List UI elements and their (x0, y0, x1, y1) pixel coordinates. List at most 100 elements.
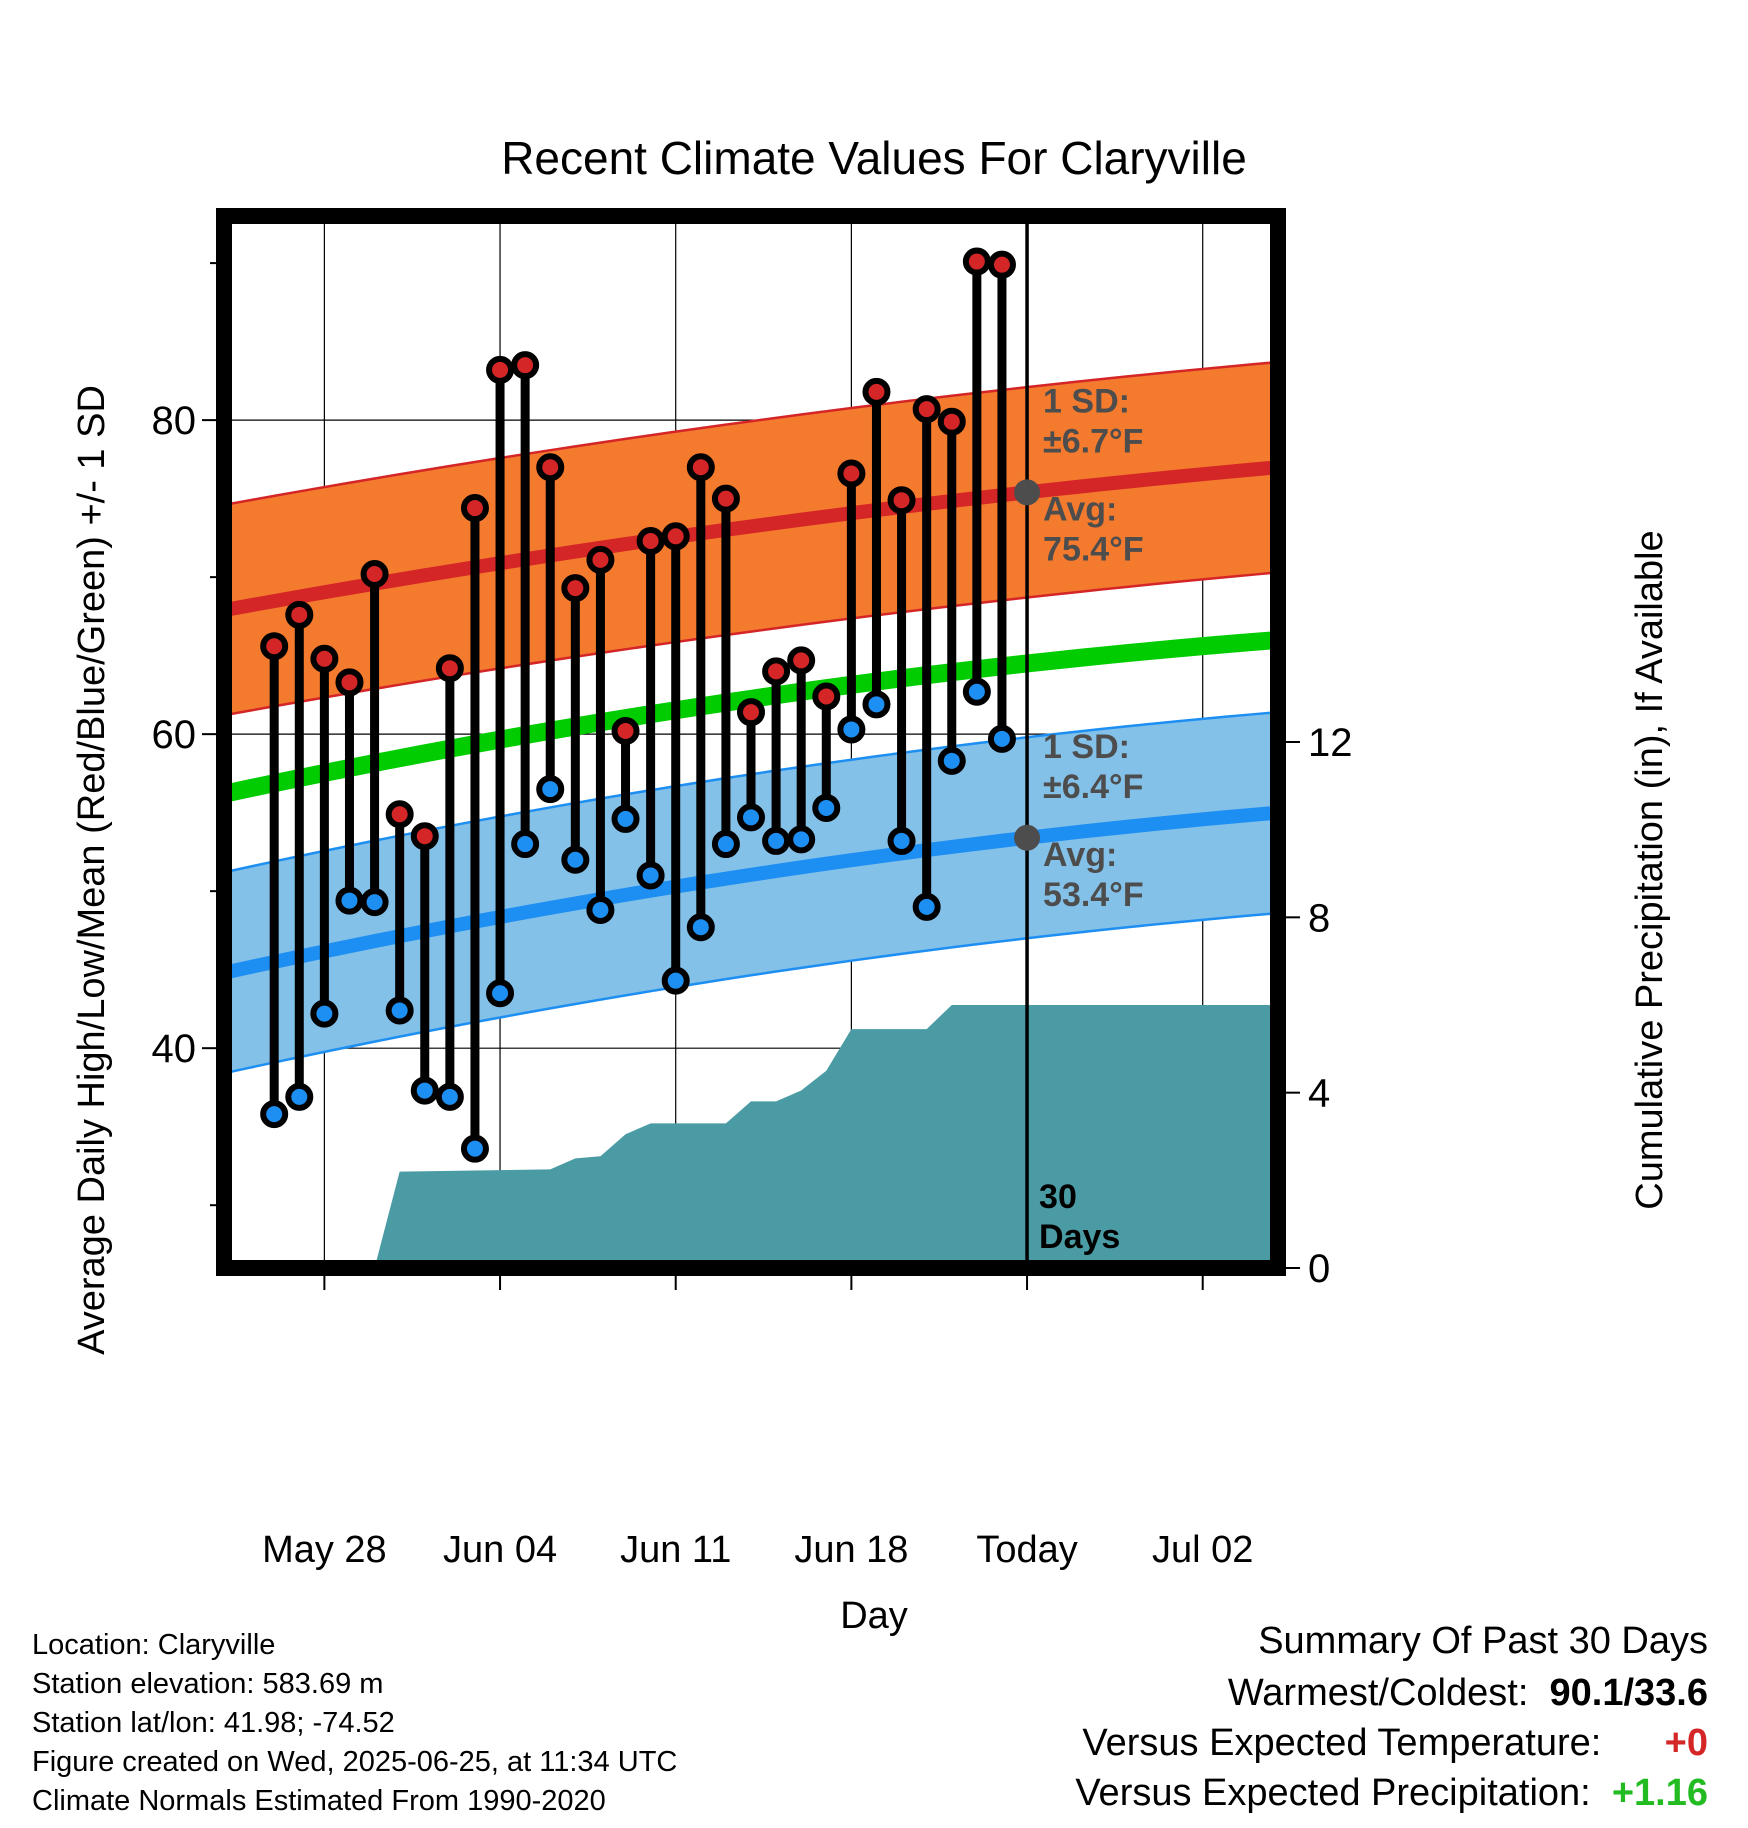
daily-high-point (937, 407, 966, 436)
summary-warmest-coldest: Warmest/Coldest: 90.1/33.6 (1228, 1672, 1708, 1715)
y2-tick-label: 12 (1308, 721, 1353, 765)
summary-precip-label: Versus Expected Precipitation: (1075, 1772, 1591, 1814)
daily-low-point (762, 826, 791, 855)
info-latlon: Station lat/lon: 41.98; -74.52 (32, 1707, 395, 1739)
daily-high-point (987, 250, 1016, 279)
precip-area (374, 1005, 1278, 1268)
summary-title: Summary Of Past 30 Days (1258, 1620, 1708, 1662)
daily-low-point (737, 803, 765, 832)
low-sd-label: 1 SD: (1043, 728, 1130, 766)
daily-high-point (335, 668, 364, 697)
high-sd-value: ±6.7°F (1043, 422, 1143, 460)
x-tick-label: Today (976, 1529, 1077, 1571)
daily-high-point (536, 453, 565, 482)
high-avg-label: Avg: (1043, 490, 1117, 528)
y2-tick-label: 4 (1308, 1072, 1330, 1116)
daily-high-point (837, 459, 866, 488)
daily-high-point (962, 247, 991, 276)
daily-low-point (435, 1082, 464, 1111)
daily-low-point (360, 888, 389, 917)
daily-high-point (686, 453, 715, 482)
y2-axis-label: Cumulative Precipitation (in), If Availa… (1629, 530, 1671, 1209)
x-tick-label: May 28 (262, 1529, 387, 1571)
normal-low-band-lower-edge (224, 911, 1278, 1075)
info-normals: Climate Normals Estimated From 1990-2020 (32, 1785, 606, 1817)
low-sd-value: ±6.4°F (1043, 768, 1143, 806)
daily-low-point (310, 999, 339, 1028)
daily-low-point (260, 1100, 289, 1129)
daily-low-point (385, 996, 414, 1025)
daily-low-point (887, 826, 916, 855)
today-normal-high-marker (1014, 479, 1041, 506)
daily-low-point (937, 746, 966, 775)
daily-high-point (285, 600, 314, 629)
y-tick-label: 40 (152, 1027, 197, 1071)
high-sd-label: 1 SD: (1043, 382, 1130, 420)
chart-title: Recent Climate Values For Claryville (501, 132, 1247, 184)
daily-low-point (787, 825, 816, 854)
info-location: Location: Claryville (32, 1629, 276, 1661)
daily-low-point (962, 677, 991, 706)
daily-high-point (862, 377, 891, 406)
x-tick-label: Jun 11 (620, 1529, 731, 1571)
summary-temperature: Versus Expected Temperature: +0 (1082, 1722, 1708, 1765)
daily-high-point (586, 545, 615, 574)
daily-low-point (285, 1082, 314, 1111)
daily-high-point (561, 574, 590, 603)
window-days-number: 30 (1039, 1178, 1077, 1216)
daily-low-point (837, 715, 866, 744)
normal-high-band-upper-edge (224, 360, 1278, 507)
summary-warmest-coldest-label: Warmest/Coldest: (1227, 1672, 1529, 1714)
daily-high-point (812, 682, 841, 711)
y-tick-label: 60 (152, 713, 197, 757)
normal-high-band (224, 362, 1278, 716)
daily-low-point (862, 690, 891, 719)
daily-high-point (460, 494, 489, 523)
axes: May 28 Jun 04 Jun 11 Jun 18 Today Jul 0240608… (152, 208, 1353, 1571)
y2-tick-label: 8 (1308, 896, 1330, 940)
info-elevation: Station elevation: 583.69 m (32, 1668, 384, 1700)
daily-high-point (260, 632, 289, 661)
window-days-label: Days (1039, 1218, 1120, 1256)
daily-low-point (561, 845, 590, 874)
daily-high-point (310, 644, 339, 673)
daily-low-point (335, 886, 364, 915)
daily-high-point (887, 486, 916, 515)
y2-tick-label: 0 (1308, 1247, 1330, 1291)
daily-high-point (385, 800, 414, 829)
daily-high-point (787, 646, 816, 675)
y-axis-label: Average Daily High/Low/Mean (Red/Blue/Gr… (71, 385, 113, 1355)
low-avg-value: 53.4°F (1043, 876, 1144, 914)
info-created: Figure created on Wed, 2025-06-25, at 11… (32, 1746, 678, 1778)
daily-high-point (360, 559, 389, 588)
daily-low-point (661, 966, 690, 995)
daily-low-point (460, 1134, 489, 1163)
daily-low-point (486, 979, 515, 1008)
daily-low-point (611, 804, 640, 833)
daily-high-point (636, 527, 665, 556)
summary-warmest-coldest-value: 90.1/33.6 (1549, 1672, 1708, 1714)
summary-precip-value: +1.16 (1611, 1772, 1708, 1814)
daily-low-point (410, 1076, 439, 1105)
normal-low-band (224, 712, 1278, 1074)
daily-low-point (636, 861, 665, 890)
summary-precipitation: Versus Expected Precipitation: +1.16 (1075, 1772, 1708, 1815)
y-tick-label: 80 (152, 399, 197, 443)
plot-frame (216, 208, 1286, 1276)
daily-high-point (435, 654, 464, 683)
daily-high-point (611, 717, 640, 746)
x-tick-label: Jun 18 (794, 1529, 908, 1571)
high-avg-value: 75.4°F (1043, 530, 1144, 568)
x-tick-label: Jul 02 (1152, 1529, 1253, 1571)
daily-high-point (912, 395, 941, 424)
daily-high-point (711, 484, 740, 513)
daily-low-point (686, 913, 715, 942)
daily-low-point (812, 793, 841, 822)
daily-low-point (987, 724, 1016, 753)
normal-high-line (224, 460, 1278, 617)
daily-high-point (762, 657, 791, 686)
daily-low-point (536, 775, 565, 804)
